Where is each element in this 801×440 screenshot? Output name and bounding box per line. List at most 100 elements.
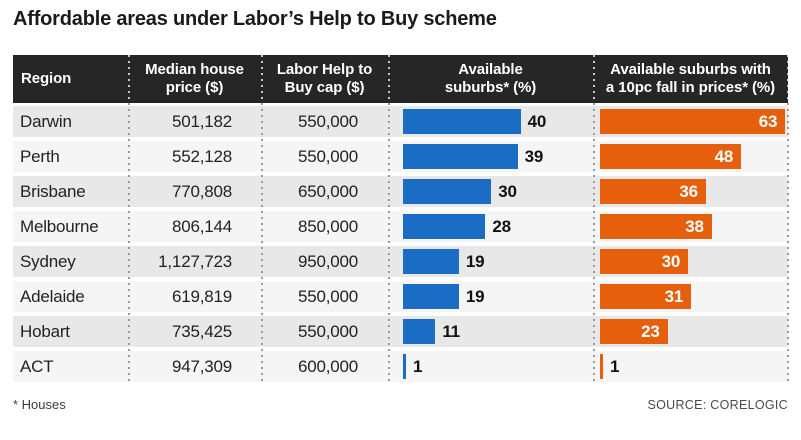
available-suburbs-value: 1	[412, 356, 423, 376]
buy-cap-value: 550,000	[297, 286, 358, 306]
buy-cap-cell: 550,000	[261, 106, 388, 137]
available-suburbs-bar	[403, 284, 459, 309]
region-cell: ACT	[13, 351, 128, 382]
buy-cap-value: 650,000	[297, 181, 358, 201]
region-label: Brisbane	[20, 181, 86, 201]
region-cell: Darwin	[13, 106, 128, 137]
region-label: Sydney	[20, 251, 76, 271]
column-header-region: Region	[21, 70, 72, 88]
fall-suburbs-value: 31	[664, 286, 684, 306]
buy-cap-cell: 650,000	[261, 176, 388, 207]
chart-footer: * Houses SOURCE: CORELOGIC	[13, 397, 788, 412]
region-label: Darwin	[20, 111, 72, 131]
region-cell: Brisbane	[13, 176, 128, 207]
buy-cap-value: 950,000	[297, 251, 358, 271]
fall-suburbs-bar-cell: 30	[593, 246, 788, 277]
dotted-column-separator	[128, 55, 130, 382]
fall-suburbs-bar: 36	[600, 179, 706, 204]
available-suburbs-bar	[403, 109, 521, 134]
buy-cap-cell: 550,000	[261, 281, 388, 312]
data-table: Region Median house price ($) Labor Help…	[13, 55, 789, 382]
available-suburbs-bar	[403, 214, 486, 239]
available-suburbs-bar	[403, 179, 492, 204]
source-label: SOURCE: CORELOGIC	[647, 398, 788, 412]
available-suburbs-bar	[403, 144, 518, 169]
fall-suburbs-value: 63	[758, 111, 778, 131]
footnote: * Houses	[13, 397, 66, 412]
available-suburbs-bar-cell: 30	[388, 176, 593, 207]
median-price-cell: 770,808	[128, 176, 261, 207]
median-price-value: 947,309	[171, 356, 232, 376]
buy-cap-value: 550,000	[297, 111, 358, 131]
region-label: ACT	[20, 356, 54, 376]
fall-suburbs-bar-cell: 31	[593, 281, 788, 312]
available-suburbs-value: 40	[527, 111, 547, 131]
median-price-value: 501,182	[171, 111, 232, 131]
fall-suburbs-bar-cell: 23	[593, 316, 788, 347]
available-suburbs-bar	[403, 249, 459, 274]
fall-suburbs-bar: 38	[600, 214, 712, 239]
region-label: Adelaide	[20, 286, 85, 306]
available-suburbs-bar-cell: 28	[388, 211, 593, 242]
median-price-cell: 619,819	[128, 281, 261, 312]
fall-suburbs-bar-cell: 36	[593, 176, 788, 207]
fall-suburbs-bar: 30	[600, 249, 689, 274]
column-header-buy-cap: Labor Help to Buy cap ($)	[276, 61, 373, 96]
fall-suburbs-bar-cell: 38	[593, 211, 788, 242]
available-suburbs-bar-cell: 39	[388, 141, 593, 172]
fall-suburbs-value: 1	[609, 356, 620, 376]
buy-cap-cell: 850,000	[261, 211, 388, 242]
fall-suburbs-value: 30	[661, 251, 681, 271]
buy-cap-value: 850,000	[297, 216, 358, 236]
available-suburbs-value: 30	[498, 181, 517, 201]
region-label: Melbourne	[20, 216, 99, 236]
available-suburbs-bar	[403, 319, 436, 344]
column-header-median-price: Median house price ($)	[145, 61, 244, 96]
fall-suburbs-bar-cell: 1	[593, 351, 788, 382]
median-price-cell: 1,127,723	[128, 246, 261, 277]
available-suburbs-bar	[403, 354, 406, 379]
median-price-value: 806,144	[171, 216, 232, 236]
available-suburbs-value: 39	[524, 146, 544, 166]
fall-suburbs-value: 36	[679, 181, 698, 201]
region-cell: Hobart	[13, 316, 128, 347]
dotted-column-separator	[261, 55, 263, 382]
region-label: Perth	[20, 146, 60, 166]
fall-suburbs-bar-cell: 48	[593, 141, 788, 172]
dotted-column-separator	[593, 55, 595, 382]
region-cell: Melbourne	[13, 211, 128, 242]
buy-cap-cell: 550,000	[261, 316, 388, 347]
fall-suburbs-value: 38	[685, 216, 704, 236]
buy-cap-cell: 600,000	[261, 351, 388, 382]
buy-cap-value: 550,000	[297, 321, 358, 341]
buy-cap-value: 600,000	[297, 356, 358, 376]
table-row: Hobart 735,425 550,000 11 23	[13, 316, 788, 347]
available-suburbs-bar-cell: 40	[388, 106, 593, 137]
available-suburbs-bar-cell: 11	[388, 316, 593, 347]
region-cell: Adelaide	[13, 281, 128, 312]
buy-cap-value: 550,000	[297, 146, 358, 166]
median-price-value: 552,128	[171, 146, 232, 166]
table-row: Adelaide 619,819 550,000 19 31	[13, 281, 788, 312]
column-header-available-suburbs: Available suburbs* (%)	[444, 61, 537, 96]
buy-cap-cell: 950,000	[261, 246, 388, 277]
buy-cap-cell: 550,000	[261, 141, 388, 172]
region-label: Hobart	[20, 321, 70, 341]
median-price-cell: 552,128	[128, 141, 261, 172]
available-suburbs-value: 11	[442, 321, 460, 341]
table-row: Perth 552,128 550,000 39 48	[13, 141, 788, 172]
fall-suburbs-bar-cell: 63	[593, 106, 788, 137]
median-price-cell: 947,309	[128, 351, 261, 382]
median-price-cell: 501,182	[128, 106, 261, 137]
table-row: Sydney 1,127,723 950,000 19 30	[13, 246, 788, 277]
chart-title: Affordable areas under Labor’s Help to B…	[13, 8, 497, 30]
dotted-column-separator	[388, 55, 390, 382]
table-row: Melbourne 806,144 850,000 28 38	[13, 211, 788, 242]
median-price-value: 619,819	[171, 286, 232, 306]
table-header-row: Region Median house price ($) Labor Help…	[13, 55, 788, 103]
dotted-column-separator	[787, 55, 789, 382]
region-cell: Sydney	[13, 246, 128, 277]
fall-suburbs-bar: 63	[600, 109, 786, 134]
fall-suburbs-bar	[600, 354, 603, 379]
median-price-value: 735,425	[171, 321, 232, 341]
